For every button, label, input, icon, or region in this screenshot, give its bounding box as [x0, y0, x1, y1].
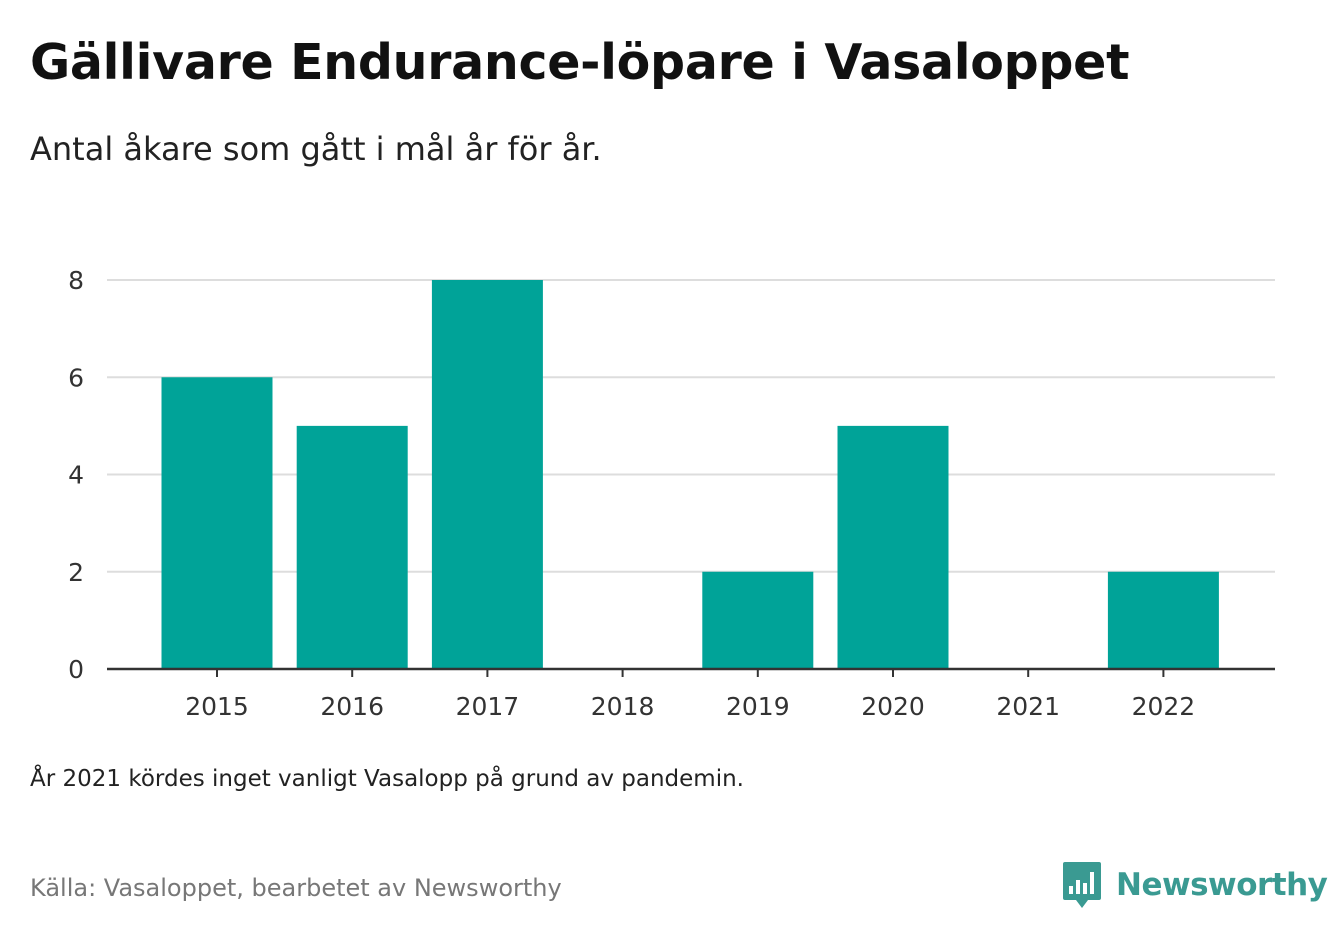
brand-name: Newsworthy	[1116, 867, 1328, 903]
x-tick-label: 2017	[456, 692, 520, 721]
y-tick-label: 8	[68, 266, 84, 295]
source-credit: Källa: Vasaloppet, bearbetet av Newswort…	[30, 874, 562, 902]
brand-logo: Newsworthy	[1062, 860, 1328, 910]
chart-note: År 2021 kördes inget vanligt Vasalopp på…	[30, 766, 744, 792]
bar	[837, 425, 949, 669]
y-tick-label: 6	[68, 363, 84, 392]
chart-subtitle: Antal åkare som gått i mål år för år.	[30, 130, 602, 168]
bar	[431, 280, 543, 669]
bar	[161, 377, 273, 669]
bar	[702, 571, 814, 669]
x-tick-label: 2018	[591, 692, 655, 721]
x-tick-label: 2015	[185, 692, 249, 721]
x-tick-label: 2020	[861, 692, 925, 721]
x-tick-label: 2019	[726, 692, 790, 721]
bar-chart: 0 2 4 6 8 2015 2016 2017 2018 2019 2020 2021 2022	[68, 266, 1275, 721]
x-tick-label: 2022	[1132, 692, 1196, 721]
chart-title: Gällivare Endurance-löpare i Vasaloppet	[30, 34, 1130, 91]
x-tick-label: 2021	[996, 692, 1060, 721]
newsworthy-logo-icon	[1063, 862, 1101, 908]
y-tick-label: 4	[68, 461, 84, 490]
bar	[296, 425, 408, 669]
y-tick-label: 2	[68, 558, 84, 587]
bar	[1107, 571, 1219, 669]
x-tick-label: 2016	[320, 692, 384, 721]
y-tick-label: 0	[68, 655, 84, 684]
